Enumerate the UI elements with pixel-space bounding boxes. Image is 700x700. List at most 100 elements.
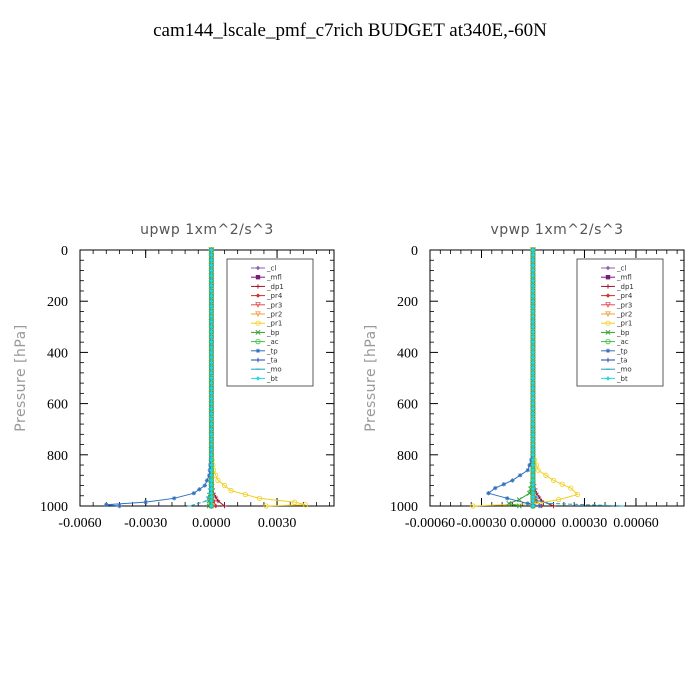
data-point bbox=[209, 467, 214, 473]
y-axis-label: Pressure [hPa] bbox=[13, 324, 29, 431]
data-point bbox=[530, 482, 536, 487]
data-point bbox=[222, 503, 227, 509]
data-point bbox=[506, 500, 512, 506]
data-point bbox=[530, 314, 536, 319]
series-line bbox=[507, 250, 534, 507]
legend-box bbox=[576, 258, 664, 387]
series-line bbox=[189, 250, 212, 507]
series-bt bbox=[530, 247, 536, 509]
data-point bbox=[209, 427, 214, 432]
data-point bbox=[530, 288, 536, 294]
data-point bbox=[530, 334, 536, 340]
legend-label: _cl bbox=[616, 265, 626, 273]
data-point bbox=[209, 391, 214, 396]
data-point bbox=[535, 467, 541, 473]
plot-frame bbox=[79, 249, 335, 507]
data-point bbox=[209, 411, 214, 417]
data-point bbox=[209, 263, 214, 268]
data-point bbox=[530, 299, 536, 304]
legend-label: _pr3 bbox=[266, 301, 282, 309]
data-point bbox=[530, 421, 536, 427]
data-point bbox=[530, 304, 536, 309]
data-point bbox=[574, 491, 581, 498]
data-point bbox=[209, 486, 214, 492]
legend-marker bbox=[255, 293, 261, 298]
y-tick-label: 600 bbox=[47, 398, 68, 413]
data-point bbox=[263, 503, 269, 509]
x-tick-label: -0.00030 bbox=[456, 516, 506, 531]
legend-label: _pr2 bbox=[616, 311, 632, 319]
legend-marker bbox=[605, 302, 611, 308]
legend-label: _bt bbox=[266, 375, 278, 383]
data-point bbox=[505, 496, 510, 501]
legend-marker bbox=[255, 376, 261, 381]
data-point bbox=[209, 283, 214, 289]
legend-marker bbox=[255, 302, 261, 308]
x-tick-label: -0.0030 bbox=[124, 516, 167, 531]
data-point bbox=[559, 481, 565, 487]
data-point bbox=[228, 488, 234, 494]
data-point bbox=[213, 503, 218, 509]
data-point bbox=[209, 309, 214, 314]
y-tick-label: 0 bbox=[411, 244, 418, 259]
legend-marker bbox=[255, 275, 261, 280]
data-point bbox=[209, 273, 214, 278]
data-point bbox=[530, 498, 536, 504]
data-point bbox=[209, 473, 214, 478]
data-point bbox=[530, 324, 536, 329]
data-point bbox=[530, 247, 536, 253]
data-point bbox=[530, 473, 536, 478]
data-point bbox=[209, 288, 214, 294]
data-point bbox=[209, 482, 214, 487]
legend-label: _bp bbox=[266, 329, 280, 337]
data-point bbox=[470, 503, 476, 509]
legend-marker bbox=[255, 311, 261, 318]
series-pr1 bbox=[470, 247, 581, 509]
legend-marker bbox=[605, 338, 611, 345]
legend-label: _ac bbox=[616, 338, 629, 346]
data-point bbox=[242, 491, 248, 498]
data-point bbox=[551, 503, 556, 509]
y-tick-label: 1000 bbox=[40, 500, 68, 515]
data-point bbox=[530, 503, 536, 509]
data-point bbox=[209, 386, 214, 391]
data-point bbox=[209, 370, 214, 376]
data-point bbox=[530, 478, 536, 483]
data-point bbox=[209, 334, 214, 340]
y-tick-label: 400 bbox=[47, 346, 68, 361]
data-point bbox=[209, 421, 214, 427]
data-point bbox=[209, 406, 214, 411]
data-point bbox=[209, 319, 214, 324]
data-point bbox=[530, 462, 536, 468]
data-point bbox=[209, 437, 214, 442]
legend-marker bbox=[255, 357, 261, 363]
data-point bbox=[256, 495, 263, 501]
data-point bbox=[209, 339, 214, 345]
x-tick-label: -0.0060 bbox=[58, 516, 101, 531]
data-point bbox=[143, 499, 148, 505]
legend-marker bbox=[605, 311, 611, 318]
chart-title: upwp 1xm^2/s^3 bbox=[140, 222, 274, 238]
data-point bbox=[530, 432, 536, 437]
data-point bbox=[209, 452, 214, 457]
data-point bbox=[530, 329, 536, 335]
x-tick-label: 0.00060 bbox=[613, 516, 659, 531]
data-point bbox=[530, 486, 536, 492]
data-point bbox=[486, 491, 491, 496]
data-point bbox=[209, 314, 214, 319]
legend-marker bbox=[255, 329, 261, 335]
data-point bbox=[215, 498, 221, 504]
chart-panel-1: upwp 1xm^2/s^3 Pressure [hPa] 0 200 400 600 80… bbox=[13, 222, 335, 531]
data-point bbox=[530, 491, 536, 496]
legend-label: _pr3 bbox=[616, 301, 632, 309]
y-tick-label: 200 bbox=[397, 295, 418, 310]
data-point bbox=[209, 491, 214, 496]
data-point bbox=[209, 324, 214, 329]
data-point bbox=[525, 501, 531, 506]
chart-title: vpwp 1xm^2/s^3 bbox=[490, 222, 623, 238]
data-point bbox=[302, 502, 309, 508]
legend-box bbox=[226, 258, 314, 387]
legend-label: _dp1 bbox=[616, 283, 634, 291]
data-point bbox=[209, 258, 214, 263]
